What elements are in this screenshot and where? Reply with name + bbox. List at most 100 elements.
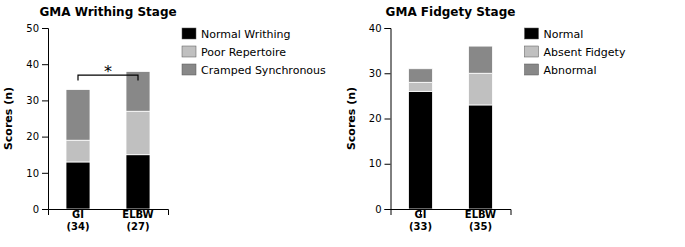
legend-swatch: [182, 64, 196, 75]
legend-item: Normal: [525, 28, 584, 41]
axis-line: [385, 29, 392, 210]
legend-label: Poor Repertoire: [201, 46, 286, 59]
tick: 30: [369, 68, 391, 79]
tick-label: GI(33): [409, 209, 432, 232]
tick: 40: [369, 23, 391, 34]
annotation-text: *: [104, 62, 112, 81]
tick-label: 0: [33, 204, 39, 215]
tick: 10: [369, 158, 391, 169]
tick: 50: [26, 23, 48, 34]
tick-label: 20: [26, 131, 39, 142]
title: GMA Fidgety Stage: [386, 5, 516, 19]
tick-mark: [42, 64, 48, 65]
tick-label-line: (35): [469, 221, 492, 232]
tick-label: 40: [26, 59, 39, 70]
bar: [66, 162, 90, 209]
tick: GI(34): [66, 209, 89, 232]
tick-mark: [42, 209, 48, 210]
tick-label: 50: [26, 23, 39, 34]
y-axis: 0 10 20 30 40 50: [26, 23, 48, 215]
tick-label: 40: [369, 23, 382, 34]
tick: ELBW(35): [465, 209, 496, 232]
tick-label: 10: [26, 168, 39, 179]
tick-label: 30: [26, 95, 39, 106]
legend-swatch: [182, 46, 196, 57]
tick-label-line: GI: [415, 209, 427, 220]
series: [409, 91, 493, 209]
legend-item: Normal Writhing: [182, 28, 291, 41]
tick: 30: [26, 95, 48, 106]
legend-label: Abnormal: [544, 64, 597, 77]
tick-mark: [42, 137, 48, 138]
plot-area: [409, 46, 493, 209]
tick-label: ELBW(35): [465, 209, 496, 232]
title: GMA Writhing Stage: [39, 5, 176, 19]
legend-swatch: [182, 28, 196, 39]
tick-mark: [385, 73, 391, 74]
bar: [409, 69, 433, 83]
tick-label-line: (33): [409, 221, 432, 232]
bar: [469, 73, 493, 105]
tick-mark: [385, 28, 391, 29]
bar: [126, 155, 150, 209]
legend-swatch: [525, 28, 539, 39]
tick: 0: [375, 204, 390, 215]
legend-label: Normal Writhing: [201, 28, 291, 41]
legend-item: Abnormal: [525, 64, 597, 77]
bar: [469, 105, 493, 209]
tick-label: 10: [369, 158, 382, 169]
tick-label: ELBW(27): [122, 209, 153, 232]
bar: [469, 46, 493, 73]
tick-label: 30: [369, 68, 382, 79]
legend-item: Cramped Synchronous: [182, 64, 326, 77]
legend: Normal Absent Fidgety Abnormal: [525, 28, 626, 77]
bar: [66, 140, 90, 162]
bar: [126, 111, 150, 154]
panel: 0 10 20 30 40 50 GI(34) ELBW(27) GMA Writhing St…: [2, 5, 326, 232]
x-axis: GI(34) ELBW(27): [49, 209, 169, 232]
tick-label-line: ELBW: [465, 209, 496, 220]
legend-label: Normal: [544, 28, 584, 41]
tick-label-line: (34): [66, 221, 89, 232]
tick: ELBW(27): [122, 209, 153, 232]
tick: GI(33): [409, 209, 432, 232]
y-axis-label: Scores (n): [345, 87, 358, 150]
tick-mark: [42, 28, 48, 29]
y-axis-label: Scores (n): [2, 87, 15, 150]
plot-area: [66, 71, 150, 209]
legend-label: Cramped Synchronous: [201, 64, 326, 77]
legend-swatch: [525, 64, 539, 75]
legend-item: Poor Repertoire: [182, 46, 286, 59]
series: [66, 155, 150, 209]
tick: 20: [26, 131, 48, 142]
panel: 0 10 20 30 40 GI(33) ELBW(35) GMA Fidgety Stage…: [345, 5, 626, 232]
tick: 0: [33, 204, 48, 215]
bar: [409, 82, 433, 91]
tick-mark: [42, 173, 48, 174]
tick-mark: [42, 100, 48, 101]
tick: 10: [26, 168, 48, 179]
tick-label: 20: [369, 113, 382, 124]
chart-container: 01020304050GI(34)ELBW(27)GMA Writhing St…: [0, 0, 685, 247]
series: [409, 46, 493, 82]
series: [66, 71, 150, 140]
bar: [66, 90, 90, 141]
tick-label: GI(34): [66, 209, 89, 232]
tick-mark: [385, 164, 391, 165]
annotation: *: [78, 62, 138, 81]
chart-svg: 01020304050GI(34)ELBW(27)GMA Writhing St…: [0, 0, 685, 247]
tick-label-line: ELBW: [122, 209, 153, 220]
tick-label-line: GI: [72, 209, 84, 220]
tick-mark: [385, 209, 391, 210]
tick-label: 0: [375, 204, 381, 215]
legend-swatch: [525, 46, 539, 57]
axis-line: [42, 29, 49, 210]
x-axis: GI(33) ELBW(35): [391, 209, 511, 232]
bar: [409, 91, 433, 209]
y-axis: 0 10 20 30 40: [369, 23, 391, 215]
tick: 20: [369, 113, 391, 124]
legend: Normal Writhing Poor Repertoire Cramped Sy…: [182, 28, 326, 77]
legend-label: Absent Fidgety: [544, 46, 626, 59]
tick-label-line: (27): [126, 221, 149, 232]
tick: 40: [26, 59, 48, 70]
